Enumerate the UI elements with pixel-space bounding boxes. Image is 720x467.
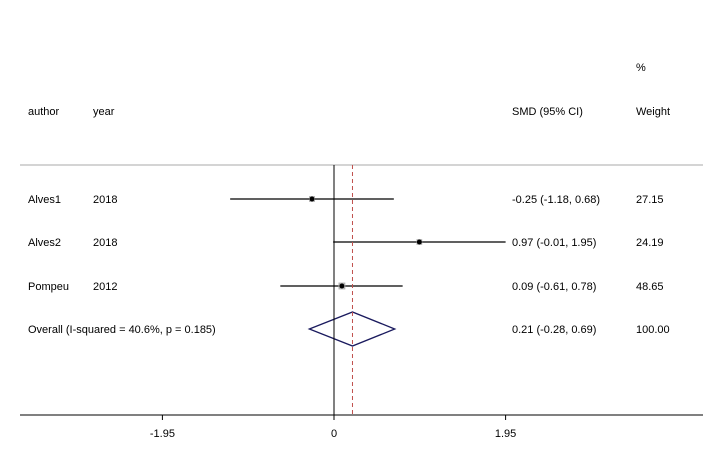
overall-diamond bbox=[307, 311, 397, 347]
study-effect-label: -0.25 (-1.18, 0.68) bbox=[512, 194, 600, 206]
x-axis-tick-label: -1.95 bbox=[150, 428, 175, 440]
study-year-label: 2012 bbox=[93, 281, 117, 293]
study-weight-label: 27.15 bbox=[636, 194, 664, 206]
study-rows: Alves1 2018 -0.25 (-1.18, 0.68) 27.15 Alves2… bbox=[28, 194, 664, 293]
overall-effect-label: 0.21 (-0.28, 0.69) bbox=[512, 324, 596, 336]
study-point bbox=[339, 283, 345, 289]
header-effect: SMD (95% CI) bbox=[512, 106, 583, 118]
study-weight-label: 48.65 bbox=[636, 281, 664, 293]
overall-label: Overall (I-squared = 40.6%, p = 0.185) bbox=[28, 324, 216, 336]
study-weight-label: 24.19 bbox=[636, 237, 664, 249]
study-year-label: 2018 bbox=[93, 237, 117, 249]
x-axis: -1.95 0 1.95 bbox=[20, 165, 703, 440]
x-axis-tick-label: 1.95 bbox=[495, 428, 516, 440]
header-weight-percent: % bbox=[636, 62, 646, 74]
study-year-label: 2018 bbox=[93, 194, 117, 206]
study-point bbox=[309, 196, 315, 202]
header-weight: Weight bbox=[636, 106, 670, 118]
study-author-label: Alves2 bbox=[28, 237, 61, 249]
study-effect-label: 0.97 (-0.01, 1.95) bbox=[512, 237, 596, 249]
study-effect-label: 0.09 (-0.61, 0.78) bbox=[512, 281, 596, 293]
overall-row: Overall (I-squared = 40.6%, p = 0.185) 0.… bbox=[28, 311, 670, 347]
x-axis-tick-label: 0 bbox=[331, 428, 337, 440]
table-header: author year SMD (95% CI) % Weight bbox=[28, 62, 670, 118]
study-author-label: Alves1 bbox=[28, 194, 61, 206]
study-author-label: Pompeu bbox=[28, 281, 69, 293]
header-year: year bbox=[93, 106, 115, 118]
study-point bbox=[416, 239, 422, 245]
header-author: author bbox=[28, 106, 60, 118]
overall-weight-label: 100.00 bbox=[636, 324, 670, 336]
